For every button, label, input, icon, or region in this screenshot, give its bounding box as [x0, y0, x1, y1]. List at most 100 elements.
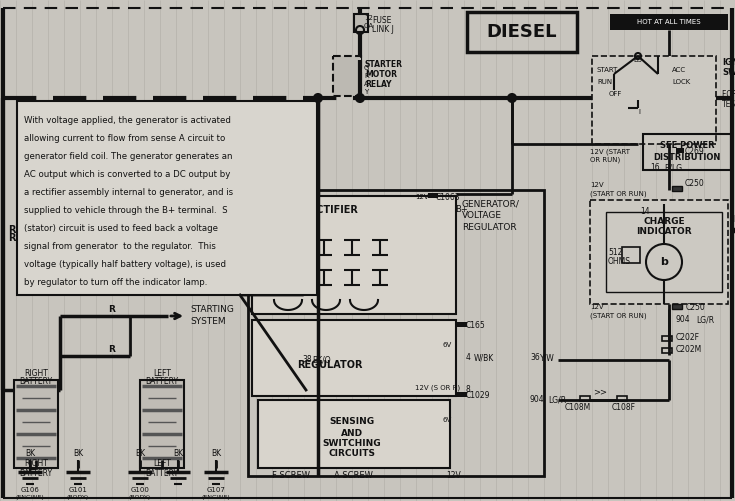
- Text: G100: G100: [131, 487, 149, 493]
- Text: LEFT: LEFT: [153, 370, 171, 378]
- Text: INDICATOR: INDICATOR: [637, 227, 692, 236]
- Text: a rectifier assembly internal to generator, and is: a rectifier assembly internal to generat…: [24, 188, 233, 197]
- Text: 6V: 6V: [443, 417, 452, 423]
- Circle shape: [508, 94, 516, 102]
- Text: OFF: OFF: [609, 91, 623, 97]
- Text: B+: B+: [455, 205, 467, 214]
- Text: BATTERY: BATTERY: [146, 377, 179, 386]
- Text: MOTOR: MOTOR: [365, 70, 397, 79]
- Bar: [248, 190, 544, 476]
- Text: (BODY): (BODY): [67, 494, 89, 499]
- Text: G101: G101: [68, 487, 87, 493]
- Text: (stator) circuit is used to feed back a voltage: (stator) circuit is used to feed back a …: [24, 224, 218, 233]
- Text: C250: C250: [685, 178, 705, 187]
- Text: G106: G106: [21, 487, 40, 493]
- Bar: [457, 392, 467, 397]
- Text: RIGHT: RIGHT: [24, 370, 48, 378]
- Text: RECTIFIER: RECTIFIER: [302, 205, 358, 215]
- Text: BK: BK: [173, 449, 183, 458]
- Text: TESTING: TESTING: [722, 100, 735, 109]
- Text: 12V (S OR R): 12V (S OR R): [415, 385, 460, 391]
- Text: Y/W: Y/W: [540, 354, 555, 363]
- Text: STARTING: STARTING: [190, 306, 234, 315]
- Text: LEFT: LEFT: [153, 459, 171, 468]
- Text: (ENGINE): (ENGINE): [15, 494, 44, 499]
- Text: R: R: [8, 233, 15, 243]
- Text: LG/R: LG/R: [548, 395, 566, 404]
- Bar: [428, 193, 438, 198]
- Text: ACC: ACC: [672, 67, 686, 73]
- Text: C250: C250: [686, 304, 706, 313]
- Text: G107: G107: [207, 487, 226, 493]
- Bar: [606, 212, 722, 292]
- Text: LOCK: LOCK: [672, 79, 690, 85]
- Text: voltage (typically half battery voltage), is used: voltage (typically half battery voltage)…: [24, 260, 226, 269]
- Text: INSTRUMENT: INSTRUMENT: [733, 215, 735, 224]
- FancyBboxPatch shape: [17, 101, 317, 295]
- Text: OHMS: OHMS: [608, 258, 631, 267]
- Text: CLUSTER: CLUSTER: [733, 227, 735, 236]
- Bar: [354, 14, 368, 32]
- Text: R/LG: R/LG: [664, 163, 682, 172]
- Bar: [14, 380, 58, 468]
- Text: 4: 4: [466, 354, 471, 363]
- Text: IGNITION: IGNITION: [722, 58, 735, 67]
- Text: 512: 512: [608, 247, 623, 257]
- Bar: [672, 186, 682, 191]
- Text: C108F: C108F: [612, 403, 636, 412]
- Text: (ENGINE): (ENGINE): [201, 494, 230, 499]
- Text: B5: B5: [634, 57, 642, 63]
- Text: LG/R: LG/R: [696, 316, 714, 325]
- Text: I: I: [638, 109, 640, 115]
- Text: DISTRIBUTION: DISTRIBUTION: [653, 153, 721, 162]
- Text: b: b: [660, 257, 668, 267]
- Text: 904: 904: [530, 395, 545, 404]
- Text: C108M: C108M: [565, 403, 591, 412]
- Text: 12V: 12V: [446, 471, 461, 480]
- Bar: [676, 148, 684, 153]
- Text: 12V: 12V: [415, 194, 429, 200]
- Text: (START OR RUN): (START OR RUN): [590, 313, 647, 319]
- Text: BK: BK: [73, 449, 83, 458]
- Text: RIGHT: RIGHT: [24, 459, 48, 468]
- Text: DIESEL: DIESEL: [487, 23, 557, 41]
- Text: AND: AND: [341, 429, 363, 438]
- Text: BK: BK: [211, 449, 221, 458]
- Text: CIRCUITS: CIRCUITS: [329, 449, 376, 458]
- Text: HOT AT ALL TIMES: HOT AT ALL TIMES: [637, 19, 700, 25]
- Bar: [140, 380, 184, 468]
- Bar: [643, 134, 731, 170]
- Bar: [467, 12, 577, 52]
- Circle shape: [314, 94, 322, 102]
- Text: GENERATOR/: GENERATOR/: [462, 199, 520, 208]
- Bar: [590, 200, 728, 304]
- Text: BK: BK: [135, 449, 145, 458]
- Text: SEE POWER: SEE POWER: [660, 141, 714, 150]
- Bar: [672, 304, 682, 309]
- Text: C1063: C1063: [436, 192, 461, 201]
- Text: 12V (START: 12V (START: [590, 149, 630, 155]
- Text: AC output which is converted to a DC output by: AC output which is converted to a DC out…: [24, 170, 230, 179]
- Text: BATTERY: BATTERY: [146, 469, 179, 478]
- Text: BATTERY: BATTERY: [19, 377, 53, 386]
- Text: SENSING: SENSING: [329, 417, 375, 426]
- Text: SYSTEM: SYSTEM: [190, 318, 226, 327]
- Text: 6V: 6V: [443, 342, 452, 348]
- Text: BK/O: BK/O: [312, 356, 331, 365]
- Text: (START OR RUN): (START OR RUN): [590, 191, 647, 197]
- Text: R: R: [108, 346, 115, 355]
- Text: REGULATOR: REGULATOR: [297, 360, 363, 370]
- Text: >>: >>: [593, 387, 607, 396]
- Text: A: A: [364, 81, 369, 87]
- Text: Y: Y: [364, 89, 368, 95]
- Text: 12: 12: [364, 15, 373, 21]
- Bar: [580, 396, 590, 401]
- Circle shape: [356, 94, 364, 102]
- Text: C269: C269: [685, 147, 705, 156]
- Text: FOR SWITCH: FOR SWITCH: [722, 90, 735, 99]
- Text: 12V: 12V: [590, 182, 603, 188]
- Text: START: START: [597, 67, 618, 73]
- Text: 904: 904: [676, 316, 691, 325]
- Bar: [252, 320, 456, 396]
- Text: R: R: [108, 306, 115, 315]
